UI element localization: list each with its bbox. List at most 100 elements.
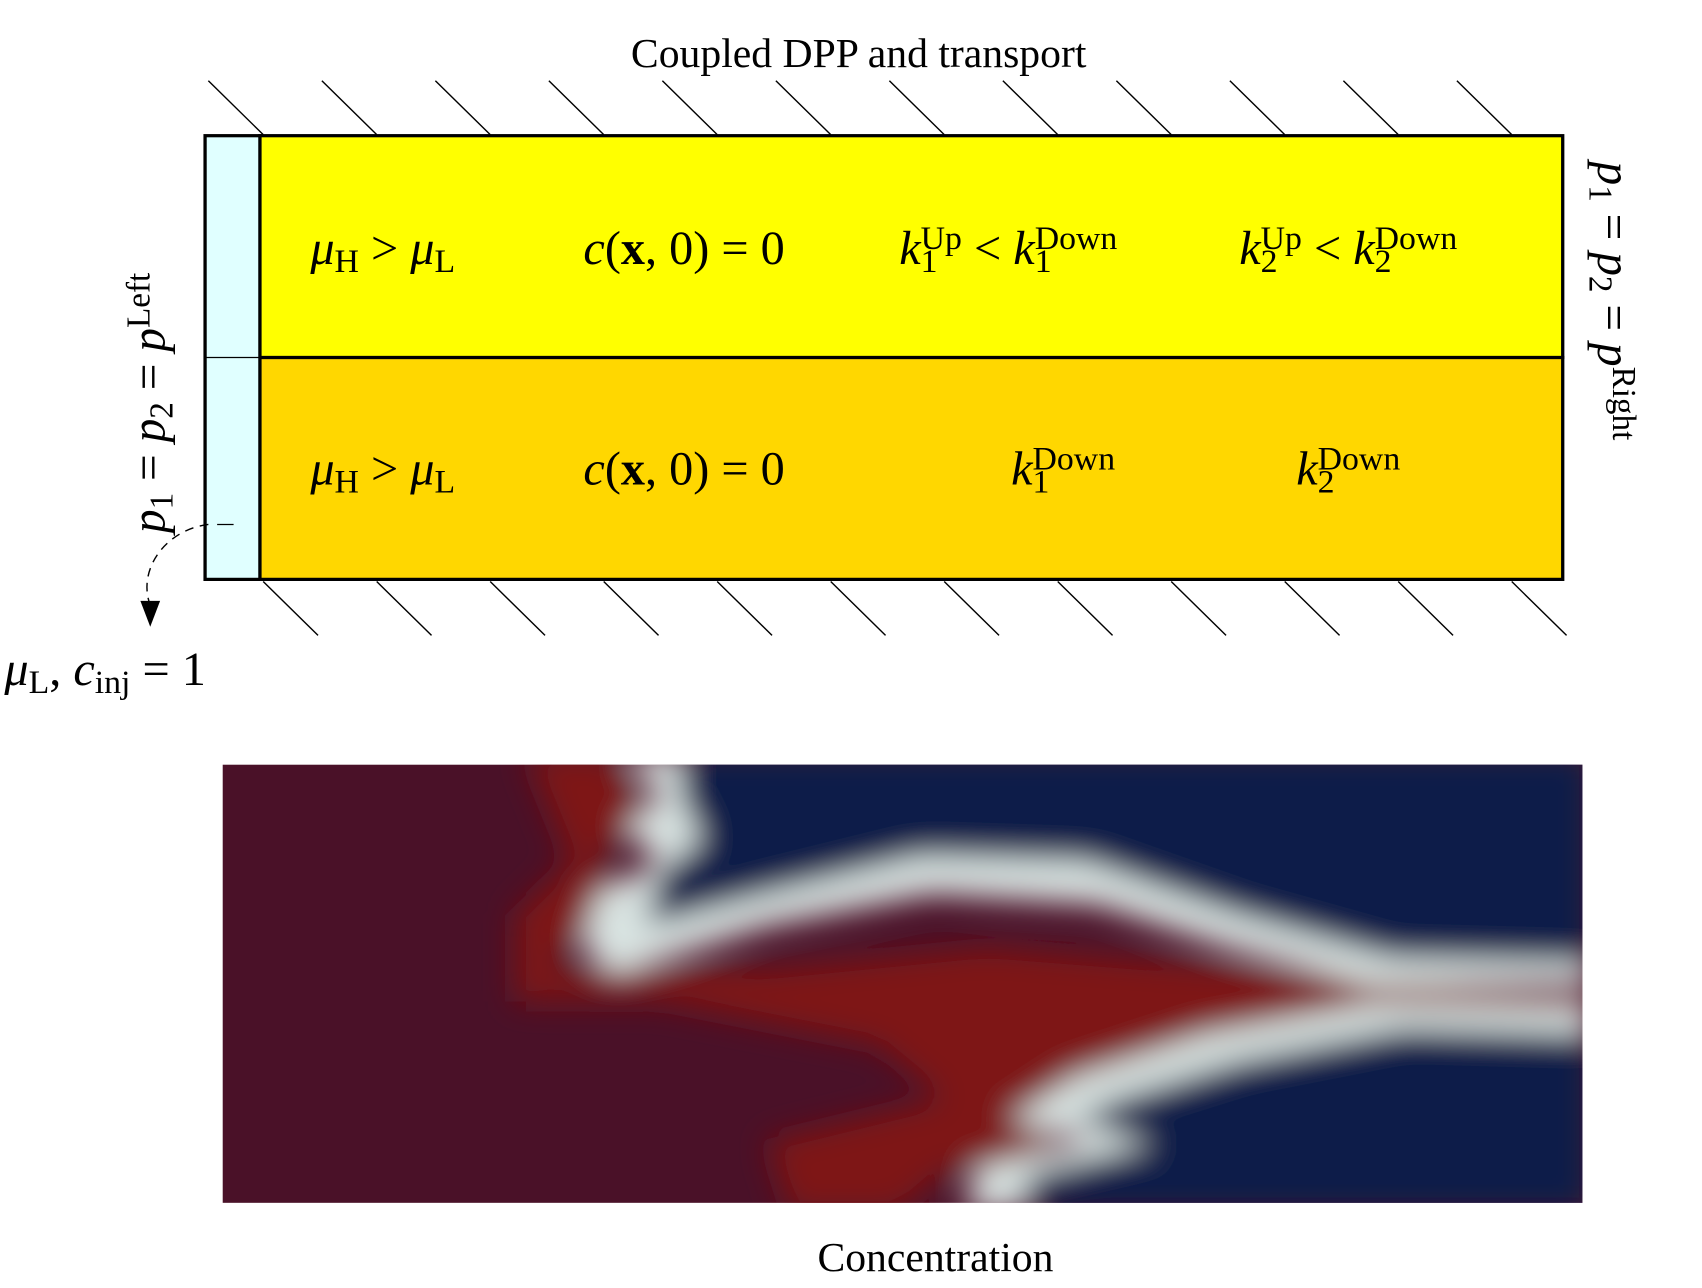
math-text: (	[605, 222, 621, 275]
math-sub: 1	[1035, 243, 1052, 280]
hatch-line	[262, 581, 319, 636]
hatch-line	[888, 80, 945, 136]
hatch-line	[1397, 581, 1454, 636]
math-text: , 0) = 0	[645, 443, 785, 496]
math-sup: Up	[921, 220, 962, 257]
upper-layer	[258, 134, 1565, 360]
math-i: p	[122, 509, 175, 536]
hatch-line	[434, 80, 491, 136]
hatch-line	[207, 80, 264, 136]
concentration-field	[222, 764, 1583, 1203]
math-text: >	[359, 443, 410, 496]
injection-arrow	[146, 523, 209, 606]
math-i: c	[583, 222, 604, 275]
math-i: k	[1296, 443, 1318, 496]
math-text: ,	[49, 643, 73, 696]
math-sup: Up	[1261, 220, 1302, 257]
math-label: k2Down	[1296, 441, 1400, 501]
math-sub: H	[335, 243, 359, 280]
math-i: k	[1353, 222, 1375, 275]
hatch-line	[376, 581, 433, 636]
math-i: μ	[409, 222, 434, 275]
math-text: >	[359, 222, 410, 275]
hatch-line	[830, 581, 887, 636]
math-i: p	[122, 419, 175, 446]
math-i: μ	[309, 222, 334, 275]
math-sub: 2	[1318, 464, 1335, 501]
hatch-line	[1170, 581, 1227, 636]
math-sub: 1	[1033, 464, 1050, 501]
caption: Concentration	[817, 1234, 1053, 1280]
math-sub: 1	[144, 493, 181, 510]
math-label: μH > μL	[309, 222, 455, 280]
math-sub: 1	[1581, 185, 1618, 202]
math-i: μ	[409, 443, 434, 496]
math-sub: 2	[1375, 243, 1392, 280]
math-label: μL, cinj = 1	[3, 643, 206, 701]
bottom-hatching	[262, 581, 1568, 636]
math-sup: Down	[1033, 441, 1116, 478]
math-label: k2Up < k2Down	[1239, 220, 1457, 280]
math-sub: 2	[1261, 243, 1278, 280]
hatch-line	[661, 80, 718, 136]
hatch-line	[1229, 80, 1286, 136]
math-text: =	[1587, 202, 1640, 252]
math-sub: L	[29, 664, 50, 701]
arrow-head	[140, 600, 161, 627]
top-hatching	[207, 80, 1513, 136]
math-i: p	[1587, 249, 1640, 276]
hatch-line	[1115, 80, 1172, 136]
hatch-line	[548, 80, 605, 136]
hatch-line	[1002, 80, 1059, 136]
math-sub: 2	[144, 402, 181, 419]
hatch-line	[1057, 581, 1114, 636]
math-sub: L	[435, 243, 456, 280]
math-i: μ	[309, 443, 334, 496]
math-text: , 0) = 0	[645, 222, 785, 275]
math-sup: Left	[120, 272, 157, 328]
math-label: c(x, 0) = 0	[583, 443, 784, 496]
hatch-line	[1342, 80, 1399, 136]
hatch-line	[489, 581, 546, 636]
hatch-line	[716, 581, 773, 636]
math-text: <	[1302, 222, 1353, 275]
math-text: =	[1587, 292, 1640, 342]
math-i: k	[1013, 222, 1035, 275]
lower-layer	[258, 355, 1565, 581]
labels: μH > μL c(x, 0) = 0 k1Up < k1Down k2Up < k2…	[3, 159, 1642, 701]
math-label: k1Up < k1Down	[899, 220, 1117, 280]
hatch-line	[1511, 581, 1568, 636]
math-text: =	[122, 442, 175, 492]
math-sub: 2	[1581, 276, 1618, 293]
math-sub: 1	[921, 243, 938, 280]
math-i: μ	[3, 643, 28, 696]
hatch-line	[943, 581, 1000, 636]
math-sup: Down	[1375, 220, 1458, 257]
math-label: k1Down	[1011, 441, 1115, 501]
title: Coupled DPP and transport	[631, 30, 1087, 76]
math-text: =	[122, 352, 175, 402]
math-sub: L	[435, 464, 456, 501]
math-sub: H	[335, 464, 359, 501]
math-i: c	[583, 443, 604, 496]
math-i: c	[73, 643, 94, 696]
hatch-line	[321, 80, 378, 136]
math-sup: Right	[1605, 367, 1642, 441]
math-label: p1 = p2 = pLeft	[120, 272, 181, 536]
hatch-line	[603, 581, 660, 636]
math-i: k	[1011, 443, 1033, 496]
math-sup: Down	[1318, 441, 1401, 478]
hatch-line	[1456, 80, 1513, 136]
math-sub: inj	[95, 664, 131, 701]
hatch-line	[775, 80, 832, 136]
math-label: μH > μL	[309, 443, 455, 501]
math-i: p	[1587, 340, 1640, 367]
math-i: k	[1239, 222, 1261, 275]
math-i: k	[899, 222, 921, 275]
math-i: p	[122, 328, 175, 355]
hatch-line	[1284, 581, 1341, 636]
math-label: c(x, 0) = 0	[583, 222, 784, 275]
math-bold: x	[621, 222, 645, 275]
math-text: <	[962, 222, 1013, 275]
